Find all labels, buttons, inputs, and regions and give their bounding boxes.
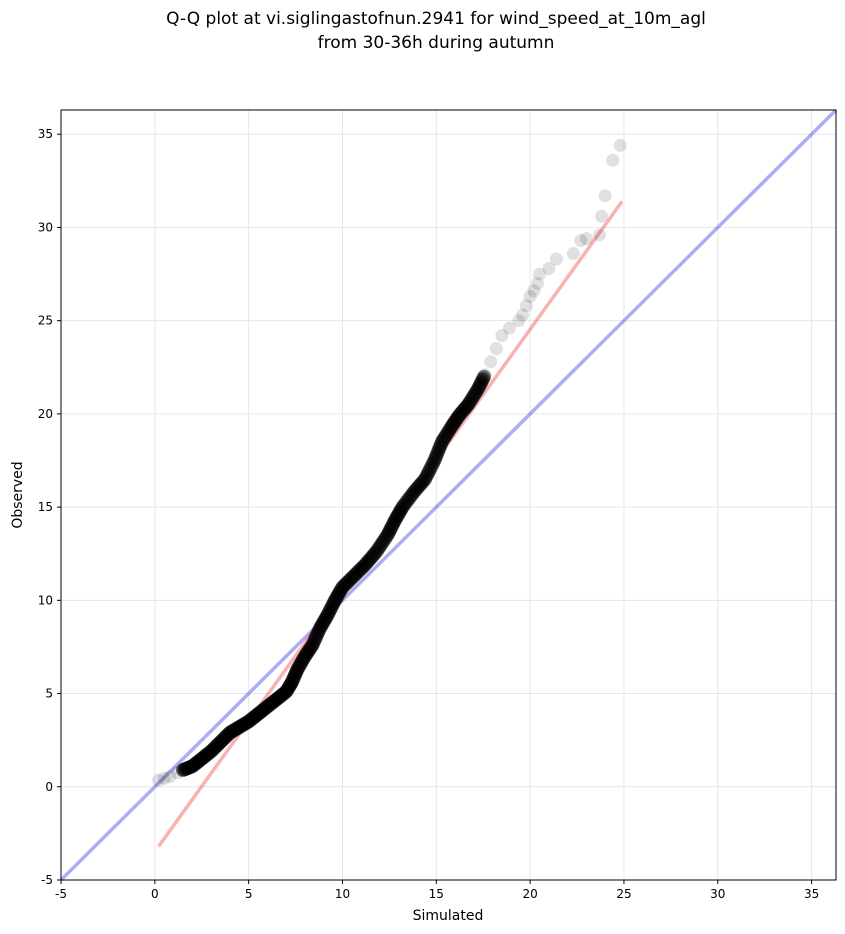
qq-point	[478, 368, 492, 382]
y-tick-label: -5	[41, 873, 53, 887]
qq-point	[598, 189, 612, 203]
x-axis-label: Simulated	[413, 908, 484, 924]
grid-layer	[60, 110, 836, 881]
x-tick-label: -5	[55, 887, 67, 901]
y-tick-label: 15	[38, 500, 53, 514]
y-axis-label: Observed	[10, 461, 26, 528]
x-ticks: -5 0 5 10 15 20 25 30 35	[55, 880, 819, 901]
identity-line-layer	[59, 108, 838, 882]
x-tick-label: 0	[151, 887, 159, 901]
qq-point	[484, 355, 498, 369]
qq-point	[157, 771, 171, 785]
y-tick-label: 10	[38, 593, 53, 607]
qq-point	[606, 153, 620, 167]
qq-point	[523, 289, 537, 303]
qq-point	[542, 261, 556, 275]
x-tick-label: 20	[522, 887, 537, 901]
qq-point	[593, 228, 607, 242]
qq-point	[531, 276, 545, 290]
points-layer	[152, 138, 627, 787]
identity-line	[59, 108, 838, 882]
qq-point	[477, 369, 492, 384]
qq-point	[579, 232, 593, 246]
y-ticks: -5 0 5 10 15 20 25 30 35	[38, 127, 61, 887]
qq-point	[495, 329, 509, 343]
x-tick-label: 10	[335, 887, 350, 901]
chart-title-line-2: from 30-36h during autumn	[318, 33, 555, 53]
y-tick-label: 0	[45, 780, 53, 794]
qq-point	[163, 770, 177, 784]
qq-point	[516, 308, 530, 322]
x-tick-label: 35	[804, 887, 819, 901]
plot-frame	[60, 109, 837, 881]
qq-point	[176, 763, 190, 777]
qq-point	[594, 209, 608, 223]
qq-point	[512, 314, 526, 328]
qq-point	[519, 299, 533, 313]
y-tick-label: 20	[38, 407, 53, 421]
qq-point	[170, 766, 184, 780]
chart-title-line-1: Q-Q plot at vi.siglingastofnun.2941 for …	[166, 9, 706, 29]
qq-point	[502, 321, 516, 335]
qq-point	[152, 773, 166, 787]
x-tick-label: 25	[616, 887, 631, 901]
qq-point	[489, 342, 503, 356]
y-tick-label: 25	[38, 314, 53, 328]
qq-point	[549, 252, 563, 266]
x-tick-label: 5	[245, 887, 253, 901]
qq-point	[527, 284, 541, 298]
y-tick-label: 5	[45, 687, 53, 701]
x-tick-label: 15	[429, 887, 444, 901]
qq-point	[566, 247, 580, 261]
qq-point	[533, 267, 547, 281]
y-tick-label: 35	[38, 127, 53, 141]
qq-point	[613, 138, 627, 152]
qq-point	[574, 234, 588, 248]
y-tick-label: 30	[38, 220, 53, 234]
x-tick-label: 30	[710, 887, 725, 901]
